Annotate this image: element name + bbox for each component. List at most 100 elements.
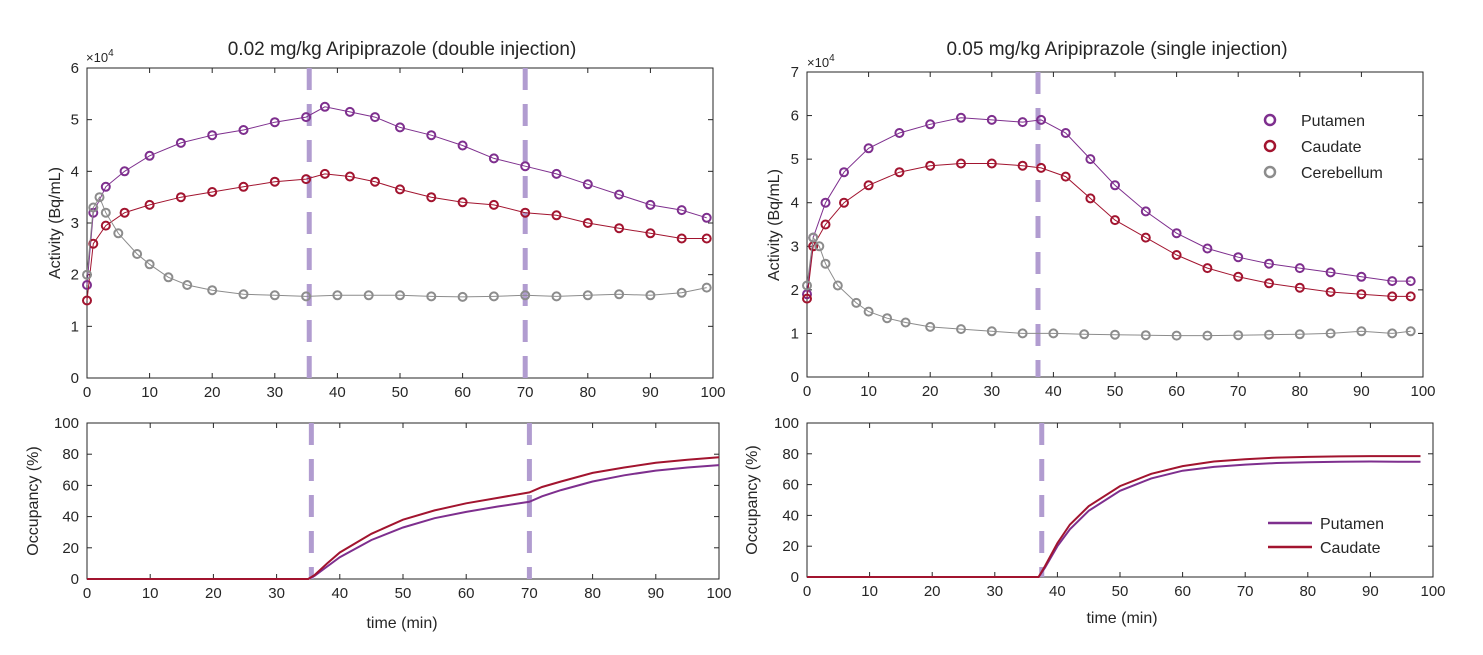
data-point-caudate <box>1017 160 1028 171</box>
y-tick-label: 2 <box>791 282 799 299</box>
x-tick-label: 30 <box>986 583 1003 600</box>
data-point-caudate <box>1387 291 1398 302</box>
x-tick-label: 70 <box>521 585 538 602</box>
data-point-caudate <box>1036 162 1047 173</box>
data-point-cerebellum <box>113 228 124 239</box>
panel-tac-right: 0.05 mg/kg Aripiprazole (single injectio… <box>766 39 1436 400</box>
data-point-caudate <box>207 187 218 197</box>
y-tick-label: 6 <box>791 108 799 125</box>
data-point-caudate <box>88 238 99 249</box>
data-point-cerebellum <box>900 317 911 328</box>
data-point-putamen <box>1171 228 1182 239</box>
y-tick-label: 40 <box>782 507 799 524</box>
data-point-putamen <box>395 122 405 133</box>
data-point-cerebellum <box>1140 330 1151 341</box>
data-point-putamen <box>956 112 966 123</box>
data-point-caudate <box>1233 271 1244 282</box>
data-point-cerebellum <box>488 291 499 302</box>
data-point-cerebellum <box>207 285 218 296</box>
fit-line-cerebellum <box>86 196 707 298</box>
data-point-caudate <box>645 228 656 239</box>
x-tick-label: 20 <box>922 383 939 400</box>
data-point-cerebellum <box>132 249 143 259</box>
x-axis-label: time (min) <box>366 615 437 632</box>
x-tick-label: 30 <box>983 383 1000 400</box>
x-tick-label: 10 <box>860 383 877 400</box>
fit-line-cerebellum <box>806 236 1411 337</box>
data-point-putamen <box>1085 154 1096 165</box>
legend-marker-cerebellum <box>1263 165 1277 179</box>
chart-title: 0.05 mg/kg Aripiprazole (single injectio… <box>946 39 1287 60</box>
data-point-putamen <box>175 137 186 148</box>
x-tick-label: 100 <box>700 384 725 401</box>
x-tick-label: 70 <box>1230 383 1247 400</box>
data-point-cerebellum <box>701 282 712 293</box>
data-point-caudate <box>488 199 499 210</box>
data-point-caudate <box>1294 282 1305 293</box>
data-point-cerebellum <box>986 326 997 337</box>
y-tick-label: 3 <box>71 215 79 232</box>
data-point-caudate <box>820 219 831 230</box>
data-point-putamen <box>1405 276 1416 287</box>
y-tick-label: 5 <box>791 151 799 168</box>
data-point-cerebellum <box>582 290 593 301</box>
y-tick-label: 100 <box>54 415 79 432</box>
fit-line-putamen <box>86 106 707 286</box>
y-tick-label: 60 <box>782 477 799 494</box>
y-multiplier-exponent: 4 <box>829 53 835 64</box>
x-axis-label: time (min) <box>1086 610 1157 627</box>
data-point-putamen <box>863 143 874 154</box>
data-point-cerebellum <box>395 290 405 301</box>
panel-occupancy-right: Occupancy (%) time (min) 0 10 20 30 40 50 60 70… <box>744 415 1446 627</box>
data-point-caudate <box>520 207 531 218</box>
data-point-putamen <box>457 140 468 151</box>
x-tick-label: 0 <box>83 585 91 602</box>
x-tick-label: 80 <box>579 384 596 401</box>
data-point-cerebellum <box>1387 328 1398 339</box>
data-point-putamen <box>551 168 562 179</box>
data-point-caudate <box>269 176 280 187</box>
fit-line-putamen <box>806 117 1411 295</box>
data-point-caudate <box>582 218 593 228</box>
data-point-caudate <box>894 167 905 178</box>
y-multiplier: ×104 <box>86 48 114 65</box>
data-point-cerebellum <box>645 290 656 301</box>
data-point-cerebellum <box>851 297 862 308</box>
data-point-caudate <box>100 220 111 231</box>
y-tick-label: 0 <box>791 369 799 386</box>
data-point-putamen <box>82 280 92 290</box>
series-line-caudate <box>87 456 720 580</box>
data-point-putamen <box>488 153 499 164</box>
y-tick-label: 5 <box>71 112 79 129</box>
y-axis-label: Occupancy (%) <box>25 446 42 555</box>
data-point-putamen <box>582 179 593 190</box>
data-point-caudate <box>344 171 355 182</box>
data-point-caudate <box>701 233 712 244</box>
y-tick-label: 0 <box>71 370 79 387</box>
panel-tac-left: 0.02 mg/kg Aripiprazole (double injectio… <box>47 39 726 401</box>
data-point-caudate <box>119 207 130 218</box>
x-tick-label: 50 <box>392 384 409 401</box>
y-tick-label: 3 <box>791 238 799 255</box>
data-point-cerebellum <box>182 280 193 290</box>
data-point-putamen <box>701 212 712 223</box>
series-line-putamen <box>807 460 1421 578</box>
x-tick-label: 100 <box>706 585 731 602</box>
data-point-putamen <box>520 161 531 172</box>
x-tick-label: 30 <box>266 384 283 401</box>
y-tick-label: 60 <box>62 477 79 494</box>
data-point-putamen <box>894 128 905 138</box>
x-tick-label: 0 <box>803 383 811 400</box>
data-point-caudate <box>956 158 966 169</box>
plot-area-frame <box>86 422 720 580</box>
x-tick-label: 50 <box>395 585 412 602</box>
x-tick-label: 50 <box>1112 583 1129 600</box>
x-tick-label: 30 <box>268 585 285 602</box>
data-point-caudate <box>426 192 437 203</box>
data-point-putamen <box>119 166 130 177</box>
x-tick-label: 100 <box>1410 383 1435 400</box>
data-point-caudate <box>82 295 92 306</box>
data-point-cerebellum <box>1264 329 1274 340</box>
x-tick-label: 90 <box>1353 383 1370 400</box>
